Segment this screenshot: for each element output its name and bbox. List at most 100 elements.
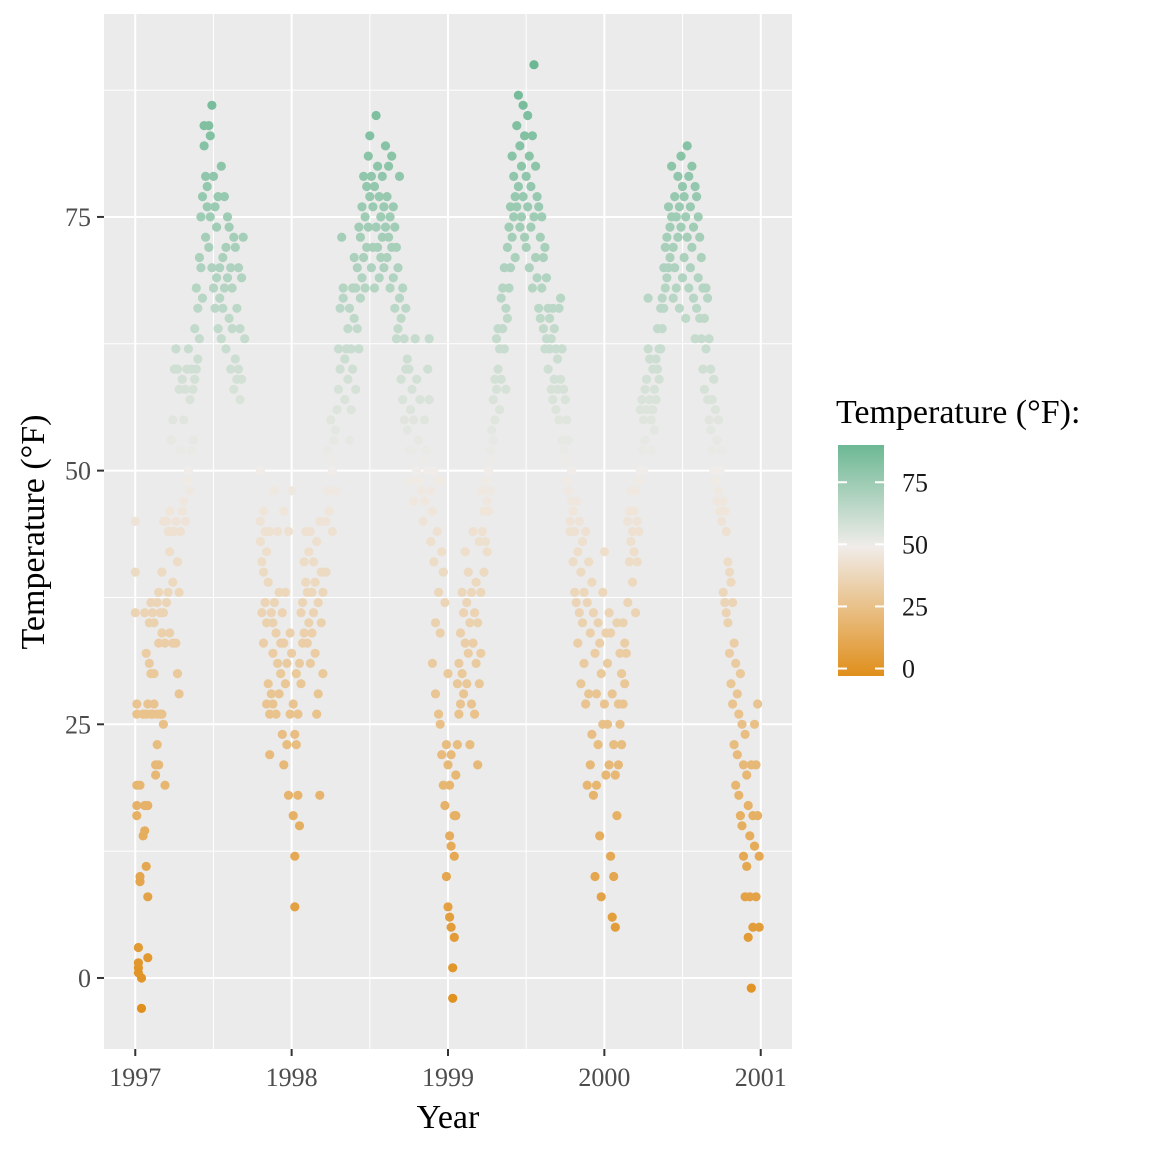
data-point — [591, 689, 602, 699]
data-point — [609, 871, 619, 882]
data-point — [376, 212, 386, 222]
data-point — [283, 526, 294, 537]
data-point — [554, 303, 564, 313]
data-point — [266, 689, 276, 699]
data-point — [335, 303, 345, 313]
data-point — [627, 526, 638, 537]
data-point — [418, 455, 428, 466]
data-point — [402, 425, 412, 435]
data-point — [516, 212, 527, 222]
legend-tick-label: 0 — [902, 655, 915, 684]
data-point — [743, 932, 753, 943]
data-point — [459, 608, 469, 618]
data-point — [255, 466, 265, 476]
data-point — [154, 587, 164, 598]
data-point — [449, 851, 459, 861]
data-point — [560, 395, 570, 405]
data-point — [368, 202, 378, 212]
data-point — [437, 750, 447, 760]
data-point — [132, 811, 142, 821]
data-point — [623, 516, 633, 527]
data-point — [221, 242, 231, 252]
data-point — [296, 608, 306, 618]
data-point — [201, 171, 211, 181]
data-point — [735, 811, 746, 821]
data-point — [618, 699, 628, 709]
data-point — [351, 384, 361, 394]
data-point — [463, 648, 473, 658]
data-point — [699, 384, 710, 394]
data-point — [548, 395, 558, 405]
data-point — [737, 719, 747, 729]
data-point — [312, 709, 322, 719]
data-point — [560, 455, 570, 466]
data-point — [313, 597, 323, 608]
data-point — [515, 141, 525, 151]
data-point — [577, 618, 588, 628]
data-point — [562, 476, 572, 486]
data-point — [559, 445, 569, 455]
data-point — [677, 273, 688, 283]
data-point — [349, 313, 359, 323]
data-point — [576, 567, 586, 577]
data-point — [233, 263, 244, 273]
data-point — [446, 922, 456, 932]
data-point — [226, 263, 236, 273]
data-point — [385, 212, 395, 222]
data-point — [141, 861, 151, 872]
y-tick-label: 75 — [65, 203, 91, 232]
data-point — [269, 486, 279, 496]
data-point — [745, 831, 755, 841]
data-point — [692, 192, 702, 202]
data-point — [688, 293, 699, 303]
data-point — [537, 212, 547, 222]
data-points — [130, 60, 764, 1014]
data-point — [724, 567, 735, 577]
data-point — [437, 547, 447, 557]
data-point — [290, 902, 300, 912]
data-point — [692, 303, 702, 313]
data-point — [171, 344, 181, 354]
data-point — [437, 476, 447, 486]
data-point — [543, 364, 553, 374]
data-point — [340, 354, 350, 364]
data-point — [545, 344, 555, 354]
data-point — [190, 324, 200, 334]
data-point — [157, 709, 167, 719]
data-point — [240, 334, 250, 344]
data-point — [262, 547, 272, 557]
data-point — [445, 780, 455, 790]
data-point — [513, 90, 524, 100]
data-point — [731, 658, 741, 669]
data-point — [626, 537, 636, 547]
data-point — [520, 232, 530, 242]
data-point — [529, 212, 539, 222]
data-point — [354, 344, 364, 354]
data-point — [171, 638, 181, 648]
data-point — [265, 709, 275, 719]
data-point — [609, 740, 619, 750]
data-point — [466, 587, 477, 598]
data-point — [720, 597, 730, 608]
data-point — [591, 780, 602, 790]
data-point — [526, 222, 536, 232]
data-point — [640, 435, 650, 445]
data-point — [460, 547, 470, 557]
data-point — [629, 547, 639, 557]
data-point — [363, 151, 373, 161]
data-point — [681, 313, 691, 323]
data-point — [721, 608, 731, 618]
data-point — [507, 151, 517, 161]
data-point — [149, 618, 159, 628]
data-point — [466, 699, 477, 709]
data-point — [610, 770, 620, 780]
data-point — [488, 435, 498, 445]
data-point — [596, 892, 606, 902]
data-point — [290, 851, 300, 861]
data-point — [690, 181, 700, 192]
data-point — [149, 669, 159, 679]
data-point — [734, 709, 744, 719]
data-point — [301, 577, 311, 587]
data-point — [222, 273, 233, 283]
data-point — [740, 729, 750, 740]
